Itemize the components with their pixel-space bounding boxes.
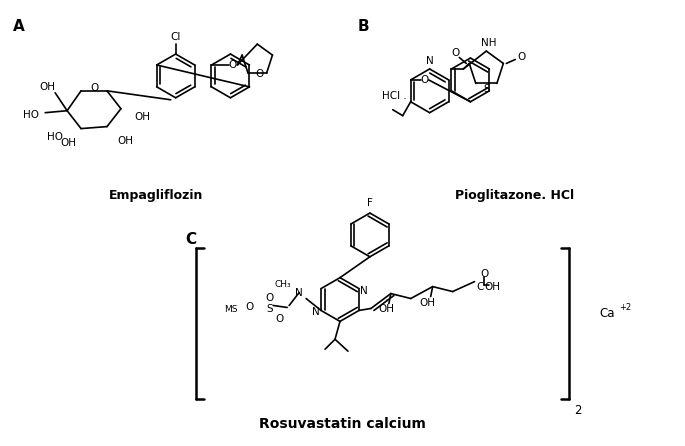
- Text: B: B: [358, 19, 370, 34]
- Text: +2: +2: [619, 303, 631, 312]
- Text: O: O: [517, 53, 525, 62]
- Text: NH: NH: [481, 38, 496, 48]
- Text: O: O: [245, 302, 253, 313]
- Text: N: N: [295, 288, 303, 297]
- Text: A: A: [13, 19, 25, 34]
- Text: O: O: [480, 268, 488, 279]
- Text: OH: OH: [135, 112, 151, 122]
- Text: O: O: [265, 293, 273, 302]
- Text: Cl: Cl: [171, 32, 181, 42]
- Text: F: F: [367, 198, 373, 208]
- Text: O: O: [421, 75, 429, 85]
- Text: S: S: [266, 305, 273, 314]
- Text: O: O: [90, 83, 98, 93]
- Text: Empagliflozin: Empagliflozin: [109, 189, 203, 202]
- Text: OH: OH: [60, 137, 76, 148]
- Text: OH: OH: [39, 82, 55, 92]
- Text: 2: 2: [574, 405, 582, 417]
- Text: Ca: Ca: [599, 307, 614, 320]
- Text: C: C: [477, 281, 484, 292]
- Text: C: C: [186, 232, 197, 247]
- Text: S: S: [483, 84, 490, 94]
- Text: HCl .: HCl .: [382, 91, 407, 101]
- Text: OH: OH: [484, 281, 501, 292]
- Text: N: N: [426, 56, 434, 66]
- Text: HO: HO: [23, 110, 39, 120]
- Text: Pioglitazone. HCl: Pioglitazone. HCl: [455, 189, 574, 202]
- Text: OH: OH: [117, 136, 133, 145]
- Text: O: O: [275, 314, 284, 324]
- Text: MS: MS: [224, 305, 238, 314]
- Text: OH: OH: [420, 297, 436, 307]
- Text: O: O: [451, 49, 460, 58]
- Text: HO: HO: [47, 132, 63, 141]
- Text: Rosuvastatin calcium: Rosuvastatin calcium: [258, 417, 425, 431]
- Text: O: O: [228, 60, 236, 70]
- Text: O: O: [255, 69, 264, 79]
- Text: N: N: [312, 307, 320, 318]
- Text: N: N: [360, 285, 368, 296]
- Text: CH₃: CH₃: [275, 280, 291, 289]
- Text: OH: OH: [378, 305, 394, 314]
